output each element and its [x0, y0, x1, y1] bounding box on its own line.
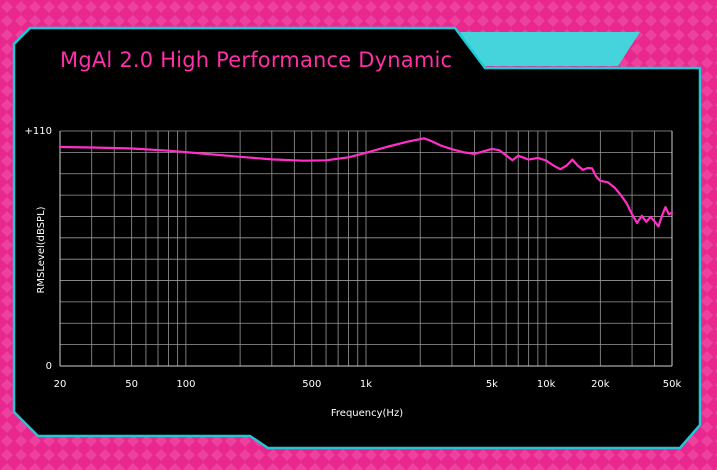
x-tick-label: 50k — [663, 379, 682, 390]
x-tick-label: 500 — [302, 379, 321, 390]
x-tick-label: 20 — [54, 379, 67, 390]
chart-title: MgAl 2.0 High Performance Dynamic — [60, 48, 453, 72]
panel-tab — [460, 32, 640, 66]
x-tick-label: 50 — [125, 379, 138, 390]
plot-grid — [59, 130, 673, 367]
x-tick-label: 1k — [360, 379, 372, 390]
y-tick-label: 0 — [46, 361, 52, 372]
x-tick-label: 100 — [176, 379, 195, 390]
y-tick-label: +110 — [25, 126, 52, 137]
x-tick-label: 20k — [591, 379, 610, 390]
frequency-response-curve — [58, 137, 674, 228]
x-tick-label: 10k — [537, 379, 556, 390]
x-tick-label: 5k — [486, 379, 498, 390]
y-axis-label: RMSLevel(dBSPL) — [36, 206, 47, 293]
axis-tick-labels: 20 50 100 500 1k 5k 10k 20k 50k +110 0 — [25, 126, 682, 390]
x-axis-label: Frequency(Hz) — [331, 408, 403, 419]
